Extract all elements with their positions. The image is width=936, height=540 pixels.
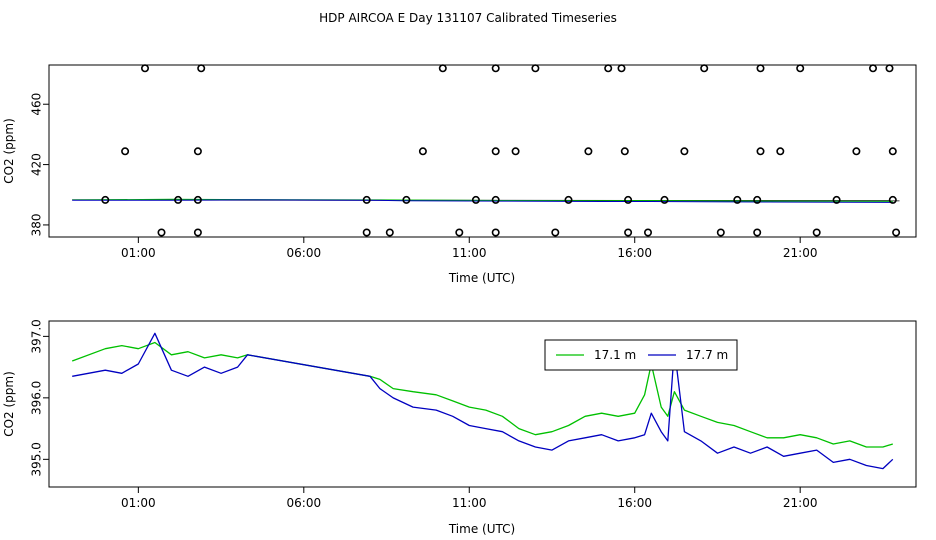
top-data-point [362,228,371,237]
top-data-point [197,64,206,73]
top-data-point [617,64,626,73]
top-y-tick-label: 460 [30,93,44,116]
top-data-point [832,195,841,204]
top-data-point [455,228,464,237]
bottom-x-tick-label: 06:00 [287,496,322,510]
top-data-point [121,147,130,156]
legend-box [544,339,738,371]
top-data-point [362,195,371,204]
top-data-point [624,228,633,237]
legend: 17.1 m 17.7 m [544,339,738,371]
top-data-point [438,64,447,73]
series-line-17-7m [72,332,894,470]
top-data-point [193,228,202,237]
top-data-point [660,195,669,204]
bottom-y-axis: 395.0 396.0 397.0 [30,319,49,477]
top-data-point [101,195,110,204]
bottom-x-axis-label: Time (UTC) [448,522,515,536]
top-point-layer [101,64,901,237]
top-y-axis-label: CO2 (ppm) [2,118,16,184]
top-data-point [756,147,765,156]
bottom-y-tick-label: 395.0 [30,442,44,476]
bottom-y-tick-label: 396.0 [30,381,44,415]
top-data-point [620,147,629,156]
top-data-point [531,64,540,73]
bottom-x-tick-label: 11:00 [452,496,487,510]
top-data-point [491,228,500,237]
top-y-axis: 380 420 460 [30,93,49,236]
top-data-point [402,195,411,204]
top-data-point [385,228,394,237]
top-data-point [471,195,480,204]
top-data-point [776,147,785,156]
bottom-x-tick-label: 21:00 [783,496,818,510]
top-data-point [888,195,897,204]
top-data-point [193,147,202,156]
top-data-point [733,195,742,204]
top-data-point [716,228,725,237]
top-data-point [564,195,573,204]
top-data-point [756,64,765,73]
top-data-point [753,195,762,204]
bottom-line-layer [71,332,894,470]
top-x-tick-label: 16:00 [617,246,652,260]
top-x-tick-label: 21:00 [783,246,818,260]
top-data-point [624,195,633,204]
top-data-point [888,147,897,156]
top-data-point [812,228,821,237]
panel-top-frame [48,64,917,238]
top-data-point [868,64,877,73]
top-data-point [141,64,150,73]
top-x-tick-label: 01:00 [121,246,156,260]
bottom-x-tick-label: 16:00 [617,496,652,510]
legend-label-17-1m: 17.1 m [594,348,636,362]
bottom-y-axis-label: CO2 (ppm) [2,371,16,437]
chart-title: HDP AIRCOA E Day 131107 Calibrated Times… [319,11,617,25]
top-data-point [796,64,805,73]
bottom-x-tick-label: 01:00 [121,496,156,510]
bottom-y-tick-label: 397.0 [30,319,44,353]
top-x-tick-label: 11:00 [452,246,487,260]
top-data-point [584,147,593,156]
top-data-point [643,228,652,237]
panel-bottom-frame [48,320,917,488]
top-data-point [418,147,427,156]
top-data-point [892,228,901,237]
top-x-tick-label: 06:00 [287,246,322,260]
top-x-axis-label: Time (UTC) [448,271,515,285]
bottom-x-axis: 01:00 06:00 11:00 16:00 21:00 [121,487,817,510]
top-trace-2 [72,199,893,203]
top-data-point [551,228,560,237]
panel-top: 01:00 06:00 11:00 16:00 21:00 380 420 460 Time… [2,64,917,285]
top-data-point [680,147,689,156]
top-y-tick-label: 380 [30,213,44,236]
top-data-point [852,147,861,156]
top-data-point [753,228,762,237]
top-data-point [491,195,500,204]
panel-bottom: 01:00 06:00 11:00 16:00 21:00 395.0 396.0 397.… [2,319,917,536]
top-data-point [511,147,520,156]
series-line-17-1m [71,341,893,448]
top-x-axis: 01:00 06:00 11:00 16:00 21:00 [121,237,817,260]
top-data-point [193,195,202,204]
top-data-point [491,147,500,156]
top-y-tick-label: 420 [30,153,44,176]
legend-label-17-7m: 17.7 m [686,348,728,362]
top-data-point [700,64,709,73]
top-data-point [174,195,183,204]
top-data-point [885,64,894,73]
top-data-point [604,64,613,73]
top-data-point [157,228,166,237]
top-line-layer [72,198,900,203]
top-data-point [491,64,500,73]
